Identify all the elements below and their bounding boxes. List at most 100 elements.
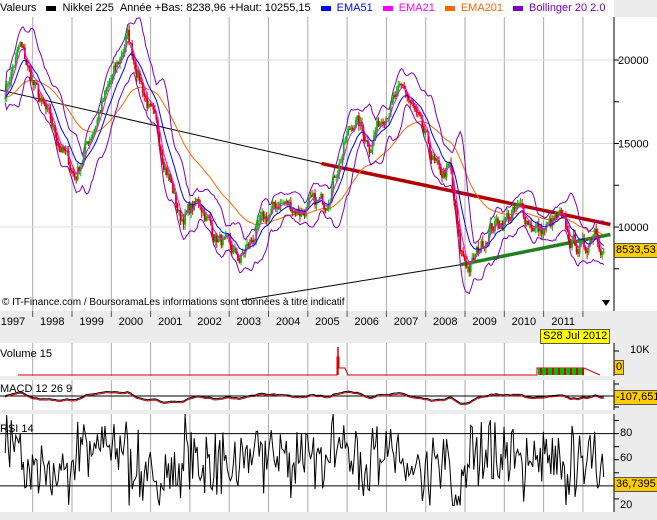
- candle: [43, 101, 46, 105]
- volume-bar: [568, 368, 570, 375]
- macd-value-tag: -107,651: [614, 390, 657, 405]
- candle: [182, 219, 185, 225]
- candle: [96, 119, 99, 126]
- price-label: 10000: [618, 222, 649, 234]
- volume-bar: [558, 368, 560, 375]
- candle: [497, 218, 499, 225]
- candle: [40, 98, 43, 102]
- candle: [4, 97, 7, 99]
- candle: [196, 199, 199, 202]
- candle: [338, 163, 341, 175]
- candle: [525, 220, 528, 225]
- candle: [344, 141, 347, 143]
- volume-bar: [578, 368, 580, 375]
- candle: [126, 29, 129, 36]
- candle: [589, 239, 592, 247]
- candle: [533, 228, 536, 232]
- candle: [60, 147, 63, 153]
- candle: [29, 67, 32, 81]
- volume-bar: [556, 368, 558, 375]
- date-cursor-label: S28 Jul 2012: [540, 329, 611, 344]
- candle: [448, 162, 451, 164]
- volume-bar: [544, 368, 546, 375]
- candle: [299, 213, 301, 217]
- last-price-tag: 8533,53: [614, 243, 657, 258]
- candle: [326, 207, 329, 211]
- candle: [22, 46, 25, 48]
- candle: [565, 216, 567, 229]
- year-label: 2001: [158, 316, 182, 328]
- candle: [170, 179, 173, 183]
- candle: [392, 94, 395, 99]
- candle: [347, 129, 350, 136]
- legend-ema21[interactable]: EMA21: [398, 2, 435, 14]
- candle: [200, 206, 203, 213]
- candle: [469, 264, 472, 273]
- volume-bar: [582, 368, 584, 375]
- candle: [513, 206, 516, 209]
- candle: [280, 203, 283, 205]
- candle: [271, 201, 274, 209]
- volume-bar: [540, 368, 542, 375]
- bollinger-lower-line: [4, 71, 605, 295]
- candle: [367, 140, 369, 147]
- candle: [554, 214, 557, 220]
- candle: [528, 223, 531, 226]
- candle: [348, 129, 351, 131]
- candle: [34, 82, 37, 85]
- candle: [379, 123, 381, 127]
- candle: [52, 124, 55, 127]
- candle: [105, 87, 108, 92]
- candle: [389, 104, 392, 117]
- candle: [342, 142, 345, 156]
- volume-bar: [552, 368, 554, 375]
- candle: [333, 176, 336, 178]
- year-label: 2010: [512, 316, 536, 328]
- candle: [403, 85, 406, 90]
- scroll-down-icon[interactable]: [602, 300, 610, 306]
- candle: [472, 257, 475, 260]
- candle: [519, 203, 522, 205]
- candle: [412, 103, 415, 107]
- rsi-panel-title: RSI 14: [0, 423, 34, 435]
- candle: [332, 176, 335, 191]
- candle: [413, 106, 416, 110]
- candle: [404, 89, 407, 93]
- candle: [345, 135, 348, 142]
- candle: [460, 250, 463, 252]
- candle: [88, 140, 91, 145]
- legend-ema201[interactable]: EMA201: [460, 2, 504, 14]
- candle: [410, 102, 413, 104]
- instrument-swatch-icon: [46, 6, 57, 11]
- candle: [214, 234, 217, 242]
- candle: [249, 239, 251, 246]
- year-label: 1997: [1, 316, 25, 328]
- candle: [70, 170, 73, 172]
- candle: [566, 228, 569, 231]
- candle: [141, 81, 144, 93]
- candle: [58, 145, 61, 148]
- candle: [188, 204, 191, 214]
- candle: [209, 217, 212, 224]
- candle: [557, 212, 560, 218]
- candle: [401, 84, 404, 86]
- candle: [104, 91, 106, 100]
- year-label: 2004: [276, 316, 300, 328]
- volume-bar: [570, 368, 572, 375]
- candle: [99, 112, 102, 114]
- candle: [120, 55, 123, 59]
- candle: [418, 112, 421, 115]
- candle: [45, 104, 47, 110]
- ema51-line: [4, 53, 605, 251]
- candle: [445, 167, 448, 177]
- legend-ema51[interactable]: EMA51: [336, 2, 373, 14]
- candle: [114, 65, 117, 68]
- candle: [243, 252, 245, 254]
- candle: [484, 242, 487, 248]
- instrument-name[interactable]: Nikkei 225: [62, 2, 114, 14]
- candle: [285, 200, 288, 204]
- candle: [158, 132, 161, 147]
- legend-bollinger[interactable]: Bollinger 20 2.0: [529, 2, 606, 14]
